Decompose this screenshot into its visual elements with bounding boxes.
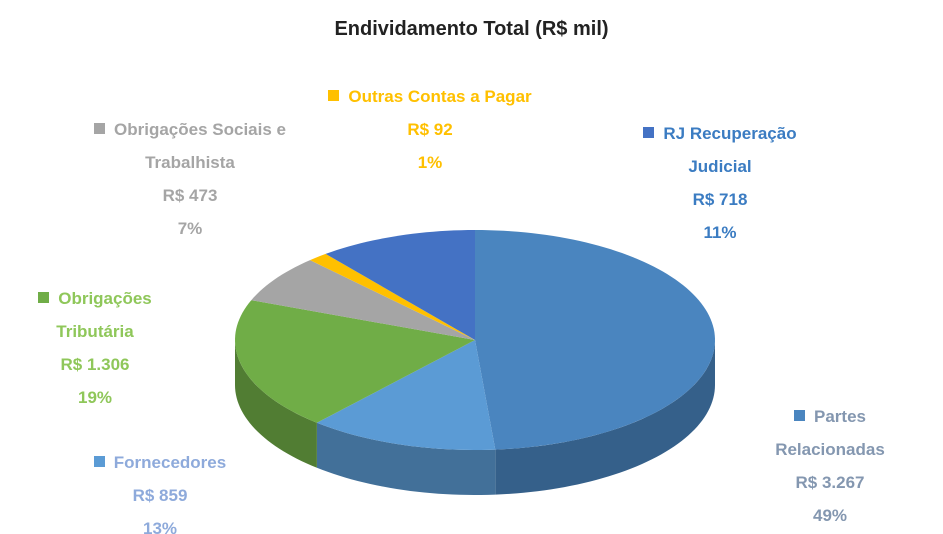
slice [325,230,475,340]
category-label: Fornecedores [113,453,227,472]
value-label: R$ 1.306 [60,355,130,374]
chart-title: Endividamento Total (R$ mil) [334,18,609,40]
slice [235,300,475,423]
legend-key [38,292,50,303]
label-name-line: Obrigações Sociais e Trabalhista [65,113,315,179]
percentage-label: 13% [142,519,178,534]
slice [316,340,496,450]
legend-key [93,456,105,467]
data-label: Partes Relacionadas R$ 3.267 49% [740,400,920,532]
slice-side [316,422,496,495]
label-name-line: Outras Contas a Pagar [315,80,545,113]
data-label: Outras Contas a Pagar R$ 92 1% [315,80,545,179]
slice [310,253,475,340]
slice [475,230,715,450]
slice [251,260,475,340]
legend-key [643,127,655,138]
value-label: R$ 859 [132,486,188,505]
label-name-line: Partes Relacionadas [740,400,920,466]
data-label: Obrigações Tributária R$ 1.306 19% [5,282,185,414]
percentage-label: 1% [417,153,443,172]
slice-side [495,340,715,495]
label-name-line: RJ Recuperação Judicial [620,117,820,183]
value-label: R$ 718 [692,190,748,209]
category-label: Partes Relacionadas [775,407,885,459]
label-name-line: Fornecedores [60,446,260,479]
legend-key [94,123,106,134]
legend-key [794,410,805,421]
value-label: R$ 92 [407,120,453,139]
percentage-label: 49% [812,506,848,525]
percentage-label: 7% [177,219,203,238]
data-label: Fornecedores R$ 859 13% [60,446,260,534]
percentage-label: 19% [77,388,113,407]
slice-side [235,340,317,468]
value-label: R$ 3.267 [795,473,865,492]
value-label: R$ 473 [162,186,218,205]
category-label: Obrigações Sociais e Trabalhista [114,120,286,172]
percentage-label: 11% [703,223,737,242]
legend-key [328,90,340,101]
data-label: Obrigações Sociais e Trabalhista R$ 473 7% [65,113,315,245]
category-label: Obrigações Tributária [56,289,152,341]
label-name-line: Obrigações Tributária [5,282,185,348]
category-label: RJ Recuperação Judicial [663,124,797,176]
category-label: Outras Contas a Pagar [348,87,532,106]
data-label: RJ Recuperação Judicial R$ 718 11% [620,117,820,249]
